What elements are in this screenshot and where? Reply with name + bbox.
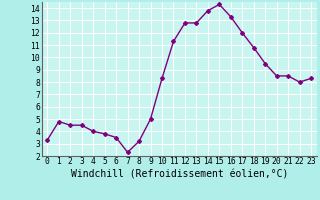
X-axis label: Windchill (Refroidissement éolien,°C): Windchill (Refroidissement éolien,°C) [70,169,288,179]
